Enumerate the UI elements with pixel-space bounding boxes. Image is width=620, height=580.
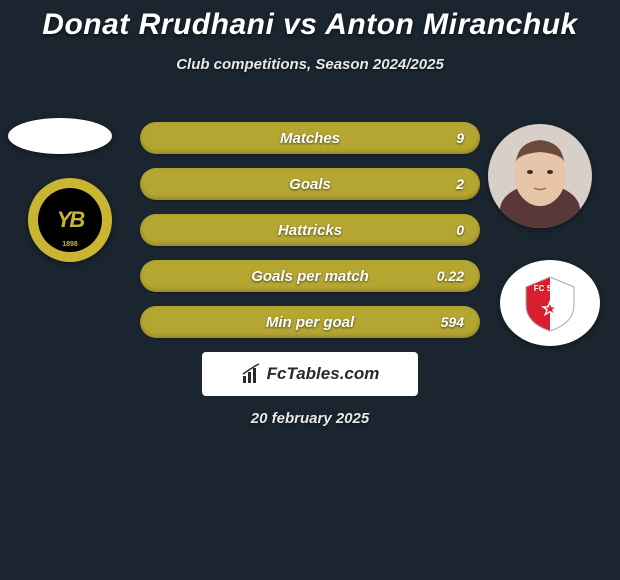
subtitle: Club competitions, Season 2024/2025 bbox=[0, 56, 620, 73]
club-right-badge: FC SION bbox=[500, 260, 600, 346]
watermark: FcTables.com bbox=[202, 352, 418, 396]
chart-icon bbox=[241, 363, 263, 385]
club-right-shield-icon: FC SION bbox=[520, 273, 580, 333]
page-title: Donat Rrudhani vs Anton Miranchuk bbox=[0, 0, 620, 42]
stat-row-hattricks: Hattricks 0 bbox=[140, 214, 480, 246]
stat-label: Goals per match bbox=[251, 268, 369, 285]
club-left-initials: YB bbox=[57, 207, 84, 233]
player-left-avatar bbox=[8, 118, 112, 154]
stats-container: Matches 9 Goals 2 Hattricks 0 Goals per … bbox=[140, 122, 480, 352]
stat-label: Matches bbox=[280, 130, 340, 147]
stat-value: 9 bbox=[456, 130, 464, 146]
date: 20 february 2025 bbox=[251, 410, 369, 427]
player-right-avatar bbox=[488, 124, 592, 228]
stat-row-goals: Goals 2 bbox=[140, 168, 480, 200]
stat-label: Hattricks bbox=[278, 222, 342, 239]
stat-row-matches: Matches 9 bbox=[140, 122, 480, 154]
stat-value: 0 bbox=[456, 222, 464, 238]
watermark-text: FcTables.com bbox=[267, 364, 380, 384]
club-left-inner: YB 1898 bbox=[38, 188, 102, 252]
stat-row-min-per-goal: Min per goal 594 bbox=[140, 306, 480, 338]
club-left-badge: YB 1898 bbox=[28, 178, 112, 262]
stat-label: Min per goal bbox=[266, 314, 354, 331]
stat-value: 0.22 bbox=[437, 268, 464, 284]
stat-row-goals-per-match: Goals per match 0.22 bbox=[140, 260, 480, 292]
stat-value: 2 bbox=[456, 176, 464, 192]
stat-label: Goals bbox=[289, 176, 331, 193]
svg-text:FC SION: FC SION bbox=[534, 284, 567, 293]
player-face-icon bbox=[488, 124, 592, 228]
club-left-year: 1898 bbox=[62, 241, 78, 248]
stat-value: 594 bbox=[441, 314, 464, 330]
